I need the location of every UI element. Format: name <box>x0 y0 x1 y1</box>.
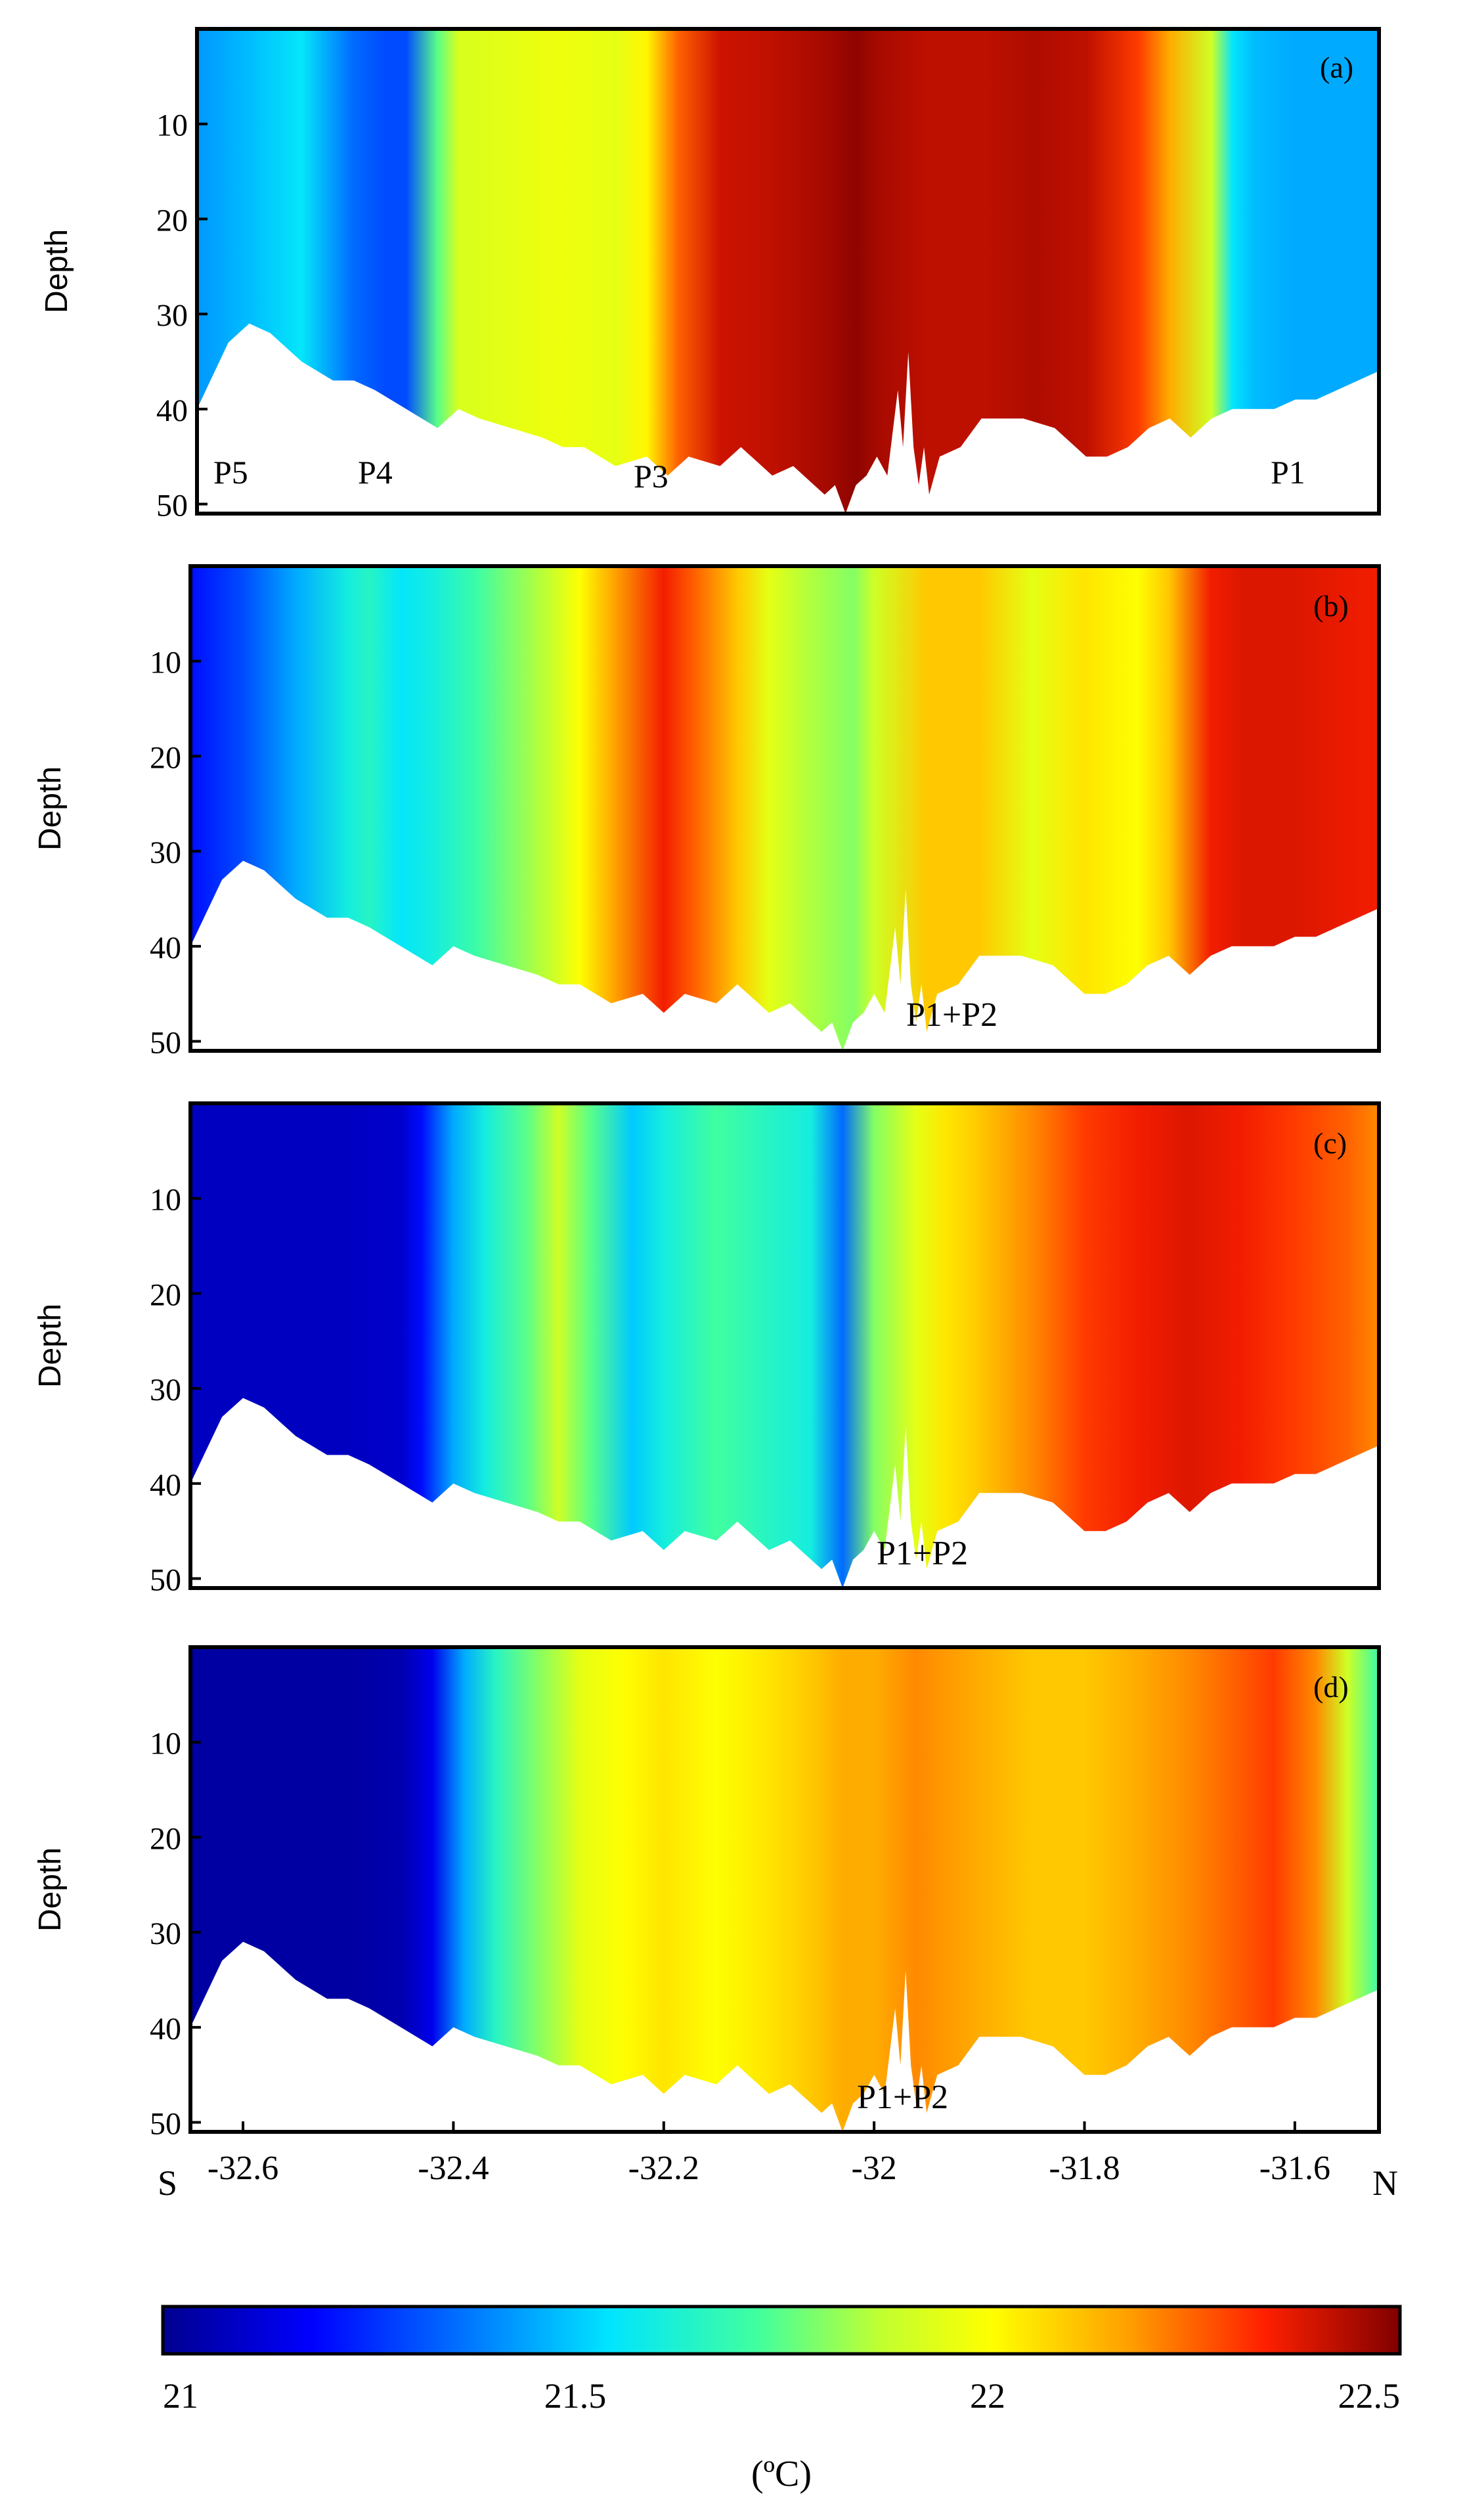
panel-c-annotation: P1+P2 <box>877 1535 968 1572</box>
panel-a-ytick-label: 50 <box>156 489 188 523</box>
panel-b-ytick-label: 20 <box>150 740 181 775</box>
panel-b: (b) P1+P2 Depth 10 20 30 40 50 <box>33 564 1381 1061</box>
panel-a-label: (a) <box>1320 51 1353 84</box>
x-tick-label: -32.6 <box>208 2150 278 2187</box>
panel-d-frame <box>188 1645 1381 2134</box>
colorbar-tick-label: 21 <box>163 2376 198 2416</box>
x-axis-right-label: N <box>1372 2163 1398 2203</box>
panel-a-annotation-p3: P3 <box>634 458 668 495</box>
x-tick-label: -31.8 <box>1049 2150 1120 2187</box>
panel-b-ytick-label: 50 <box>150 1026 181 1061</box>
x-tick-label: -32 <box>851 2150 896 2187</box>
x-tick-label: -32.4 <box>418 2150 489 2187</box>
panel-a-seafloor <box>197 323 1379 514</box>
panel-b-seafloor <box>190 860 1379 1051</box>
x-tick-label: -31.6 <box>1259 2150 1330 2187</box>
panel-a-yticks: 10 20 30 40 50 <box>156 108 208 523</box>
colorbar-ticks: 21 21.5 22 22.5 <box>163 2376 1400 2416</box>
panel-c-ytick-label: 10 <box>150 1183 181 1218</box>
panel-c-frame <box>188 1101 1381 1590</box>
colorbar-tick-label: 22 <box>970 2376 1005 2416</box>
panel-c-ytick-label: 20 <box>150 1277 181 1312</box>
panel-d-label: (d) <box>1313 1670 1349 1704</box>
panel-d-ytick-label: 30 <box>150 1916 181 1951</box>
x-axis-left-label: S <box>158 2163 177 2203</box>
colorbar <box>161 2305 1402 2356</box>
panel-a-annotation-p5: P5 <box>213 454 248 491</box>
panel-a-ytick-label: 10 <box>156 108 188 143</box>
x-axis-ticks: -32.6 -32.4 -32.2 -32 -31.8 -31.6 <box>208 2121 1330 2187</box>
panel-b-ylabel: Depth <box>33 766 68 851</box>
x-tick-label: -32.2 <box>628 2150 699 2187</box>
panel-b-ytick-label: 10 <box>150 646 181 680</box>
panel-b-yticks: 10 20 30 40 50 <box>150 646 201 1061</box>
panel-b-frame <box>188 564 1381 1053</box>
panel-a-ytick-label: 20 <box>156 203 188 238</box>
panel-c-label: (c) <box>1313 1126 1347 1160</box>
panel-a-ytick-label: 30 <box>156 298 188 333</box>
panel-c-yticks: 10 20 30 40 50 <box>150 1183 201 1598</box>
panel-b-ytick-label: 40 <box>150 931 181 965</box>
panel-c-ytick-label: 40 <box>150 1468 181 1503</box>
panel-b-ytick-label: 30 <box>150 835 181 870</box>
panel-d-ytick-label: 40 <box>150 2012 181 2046</box>
colorbar-tick-label: 22.5 <box>1338 2376 1401 2416</box>
panel-a-annotation-p1: P1 <box>1271 454 1305 491</box>
panel-c-seafloor <box>190 1398 1379 1588</box>
panel-a-frame <box>195 27 1381 516</box>
panel-c-ytick-label: 30 <box>150 1373 181 1407</box>
panel-d: (d) P1+P2 Depth 10 20 30 40 50 <box>33 1645 1381 2142</box>
panel-a-ylabel: Depth <box>39 229 74 313</box>
panel-a-ytick-label: 40 <box>156 393 188 428</box>
colorbar-unit: (ºC) <box>751 2454 812 2494</box>
panel-b-annotation: P1+P2 <box>906 996 997 1034</box>
panel-d-seafloor <box>190 1941 1379 2132</box>
panel-d-ytick-label: 50 <box>150 2107 181 2142</box>
panel-a: (a) P5 P4 P3 P1 Depth 10 20 30 40 50 <box>39 27 1381 523</box>
panel-d-ytick-label: 10 <box>150 1727 181 1761</box>
panel-c-ytick-label: 50 <box>150 1563 181 1598</box>
panel-d-yticks: 10 20 30 40 50 <box>150 1727 201 2142</box>
panel-c-ylabel: Depth <box>33 1304 68 1388</box>
panel-c: (c) P1+P2 Depth 10 20 30 40 50 <box>33 1101 1381 1598</box>
panel-b-label: (b) <box>1313 589 1349 623</box>
panel-a-annotation-p4: P4 <box>358 454 393 491</box>
colorbar-tick-label: 21.5 <box>544 2376 607 2416</box>
panel-d-ytick-label: 20 <box>150 1821 181 1856</box>
panel-d-ylabel: Depth <box>33 1847 68 1932</box>
panel-d-annotation: P1+P2 <box>857 2079 948 2116</box>
